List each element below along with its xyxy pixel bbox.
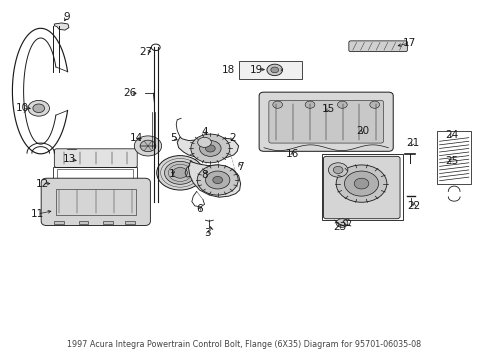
Circle shape xyxy=(140,140,156,152)
Text: 22: 22 xyxy=(407,201,420,211)
Bar xyxy=(436,131,470,184)
Text: 12: 12 xyxy=(36,179,49,189)
Bar xyxy=(53,167,137,181)
Text: 17: 17 xyxy=(402,38,415,48)
Circle shape xyxy=(164,161,195,184)
Text: 10: 10 xyxy=(16,103,29,113)
Text: 7: 7 xyxy=(237,162,244,172)
Circle shape xyxy=(305,101,314,108)
Circle shape xyxy=(33,104,44,113)
Text: 3: 3 xyxy=(204,228,211,238)
Circle shape xyxy=(172,167,187,178)
Text: 21: 21 xyxy=(405,139,419,148)
Text: 24: 24 xyxy=(444,130,457,140)
Text: 8: 8 xyxy=(201,170,207,180)
FancyBboxPatch shape xyxy=(54,149,137,167)
Text: 23: 23 xyxy=(332,222,346,232)
Text: 16: 16 xyxy=(285,149,298,159)
Text: 15: 15 xyxy=(321,104,334,114)
Circle shape xyxy=(205,171,229,189)
Bar xyxy=(79,221,88,224)
FancyBboxPatch shape xyxy=(41,178,150,226)
Bar xyxy=(57,169,133,179)
Circle shape xyxy=(369,101,379,108)
Circle shape xyxy=(266,64,282,76)
Text: 13: 13 xyxy=(63,154,77,164)
Bar xyxy=(321,154,403,220)
Text: 14: 14 xyxy=(129,133,142,143)
Circle shape xyxy=(328,163,347,177)
Text: 2: 2 xyxy=(228,133,235,143)
Circle shape xyxy=(134,136,161,156)
Polygon shape xyxy=(54,23,69,30)
Circle shape xyxy=(205,145,215,152)
Text: 27: 27 xyxy=(139,46,152,57)
Text: 9: 9 xyxy=(63,12,70,22)
Circle shape xyxy=(212,176,222,184)
Circle shape xyxy=(199,140,221,156)
Circle shape xyxy=(335,219,347,227)
Text: 6: 6 xyxy=(196,204,203,215)
Text: 25: 25 xyxy=(444,156,457,166)
FancyBboxPatch shape xyxy=(259,92,392,151)
Bar xyxy=(238,61,302,79)
Circle shape xyxy=(332,166,342,174)
Circle shape xyxy=(197,165,238,195)
Bar xyxy=(125,221,135,224)
FancyBboxPatch shape xyxy=(323,156,399,219)
Text: 19: 19 xyxy=(249,64,263,75)
Bar xyxy=(54,221,64,224)
Circle shape xyxy=(270,67,278,73)
Circle shape xyxy=(337,101,346,108)
Circle shape xyxy=(197,137,211,147)
Text: 4: 4 xyxy=(201,127,207,136)
Text: 20: 20 xyxy=(355,126,368,135)
Circle shape xyxy=(157,156,203,190)
Circle shape xyxy=(344,171,378,196)
Bar xyxy=(56,189,136,215)
Circle shape xyxy=(353,178,368,189)
Text: 11: 11 xyxy=(31,209,44,219)
Text: 1997 Acura Integra Powertrain Control Bolt, Flange (6X35) Diagram for 95701-0603: 1997 Acura Integra Powertrain Control Bo… xyxy=(67,341,421,350)
Text: 1: 1 xyxy=(169,168,175,179)
Text: 18: 18 xyxy=(222,64,235,75)
Text: 26: 26 xyxy=(123,88,136,98)
FancyBboxPatch shape xyxy=(268,100,383,143)
Polygon shape xyxy=(177,137,238,159)
Circle shape xyxy=(28,100,49,116)
Circle shape xyxy=(190,134,229,163)
Text: 5: 5 xyxy=(170,133,177,143)
Circle shape xyxy=(272,101,282,108)
Bar xyxy=(103,221,113,224)
Polygon shape xyxy=(188,160,240,197)
Circle shape xyxy=(335,165,386,202)
FancyBboxPatch shape xyxy=(348,41,407,51)
